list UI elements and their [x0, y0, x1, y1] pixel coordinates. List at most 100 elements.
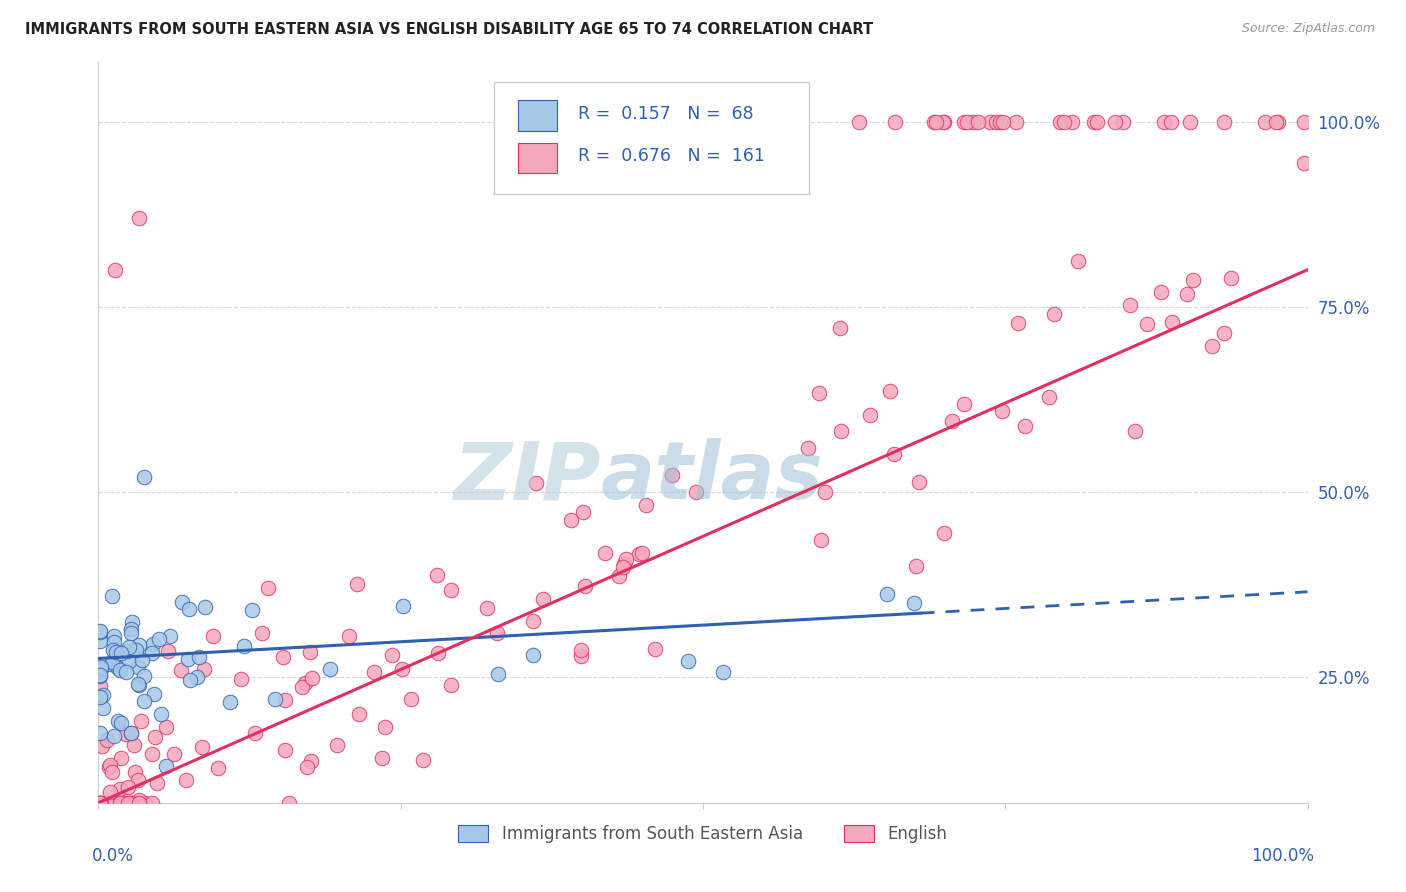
Point [110, 796, 132, 810]
Point [925, 114, 948, 128]
Point [128, 793, 150, 807]
Point [117, 654, 139, 668]
Point [96, 796, 118, 810]
Point [129, 714, 152, 728]
Point [1118, 298, 1140, 312]
Point [107, 796, 129, 810]
Point [120, 726, 142, 740]
Point [127, 660, 149, 674]
Point [1264, 114, 1286, 128]
Point [89, 669, 111, 683]
Point [127, 677, 149, 691]
Point [89, 796, 111, 810]
Point [363, 665, 385, 679]
Point [100, 657, 122, 671]
Point [426, 568, 449, 582]
Text: R =  0.157   N =  68: R = 0.157 N = 68 [578, 105, 754, 123]
Point [155, 720, 177, 734]
Point [713, 665, 735, 679]
Point [120, 726, 142, 740]
Point [134, 796, 156, 810]
Point [883, 447, 905, 461]
Point [101, 643, 124, 657]
Point [142, 637, 165, 651]
Point [337, 629, 360, 643]
Point [128, 796, 150, 810]
Point [879, 384, 901, 398]
Point [89, 796, 111, 810]
Point [1150, 285, 1173, 299]
Point [346, 576, 368, 591]
Point [374, 720, 396, 734]
Point [907, 475, 929, 489]
Text: 100.0%: 100.0% [1250, 847, 1313, 865]
Point [962, 114, 984, 128]
FancyBboxPatch shape [517, 101, 557, 131]
Point [141, 747, 163, 761]
Point [1254, 114, 1277, 128]
Point [218, 695, 240, 709]
Point [934, 526, 956, 541]
Point [89, 796, 111, 810]
Point [91, 701, 114, 715]
Point [1160, 114, 1182, 128]
Point [98, 757, 121, 772]
Point [486, 626, 509, 640]
Point [522, 614, 544, 628]
Point [90, 659, 112, 673]
Point [325, 739, 347, 753]
Point [159, 629, 181, 643]
Point [107, 714, 129, 728]
Point [128, 638, 150, 652]
Point [859, 409, 882, 423]
Point [186, 670, 208, 684]
Point [569, 648, 592, 663]
Point [143, 730, 166, 744]
Point [110, 647, 132, 661]
Point [1104, 114, 1126, 128]
Point [177, 652, 200, 666]
Point [207, 761, 229, 775]
Point [274, 693, 297, 707]
Point [191, 740, 214, 755]
Point [1083, 114, 1105, 128]
Point [1038, 390, 1060, 404]
Point [91, 688, 114, 702]
Point [125, 643, 148, 657]
Point [274, 743, 297, 757]
Point [1062, 114, 1084, 128]
Point [143, 687, 166, 701]
Point [1053, 114, 1076, 128]
Point [1175, 287, 1198, 301]
Point [1007, 316, 1029, 330]
Point [89, 725, 111, 739]
Point [103, 635, 125, 649]
Point [1014, 418, 1036, 433]
Point [299, 754, 322, 768]
Point [830, 321, 852, 335]
Point [120, 622, 142, 636]
Point [89, 796, 111, 810]
Point [141, 646, 163, 660]
Point [318, 662, 340, 676]
Point [156, 644, 179, 658]
Point [170, 595, 193, 609]
Point [439, 582, 461, 597]
Point [101, 656, 124, 670]
Point [876, 586, 898, 600]
Point [1219, 271, 1241, 285]
Point [984, 114, 1007, 128]
Point [122, 738, 145, 752]
Point [112, 796, 135, 810]
Point [1153, 114, 1175, 128]
Point [101, 655, 124, 669]
Point [232, 639, 254, 653]
Point [252, 626, 274, 640]
Legend: Immigrants from South Eastern Asia, English: Immigrants from South Eastern Asia, Engl… [451, 819, 955, 850]
FancyBboxPatch shape [494, 82, 810, 194]
Point [399, 692, 422, 706]
Point [661, 467, 683, 482]
Point [1213, 114, 1236, 128]
Point [89, 690, 111, 704]
Point [295, 760, 318, 774]
